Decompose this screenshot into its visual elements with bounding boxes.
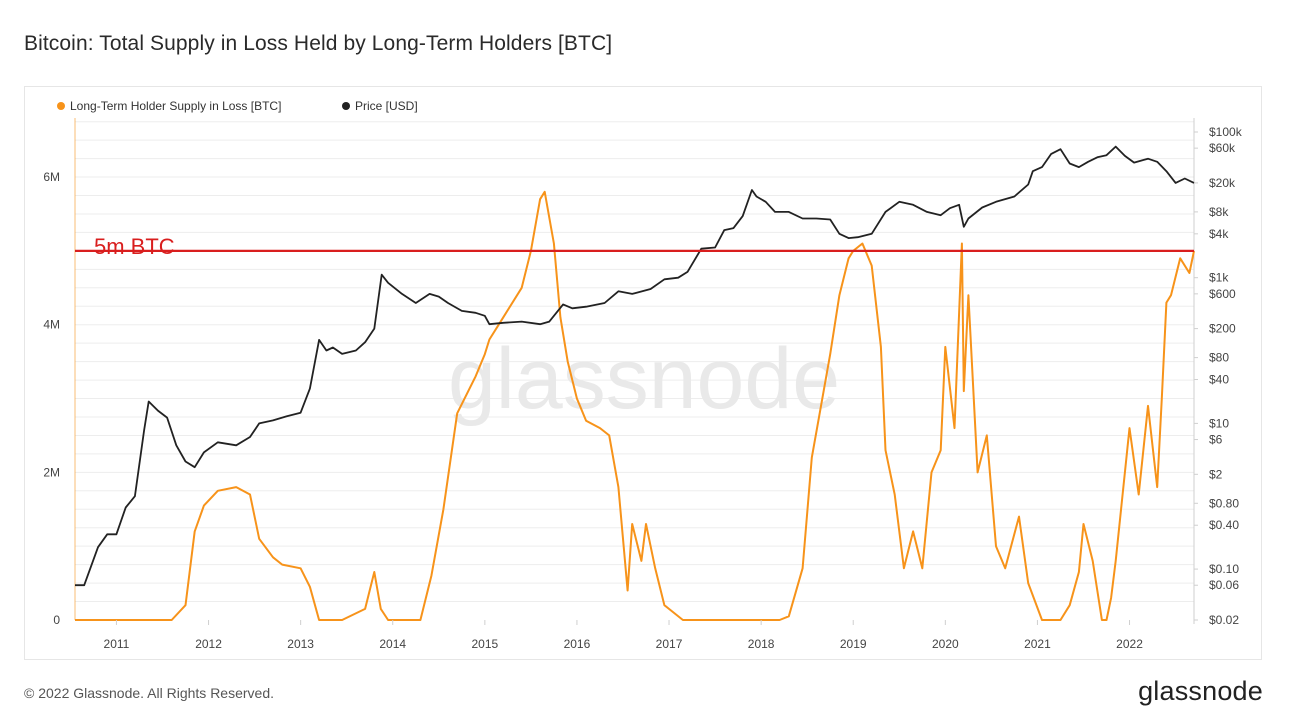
right-tick-label: $80 [1209,351,1229,365]
legend-swatch [57,102,65,110]
left-tick-label: 2M [43,465,60,479]
right-tick-label: $20k [1209,176,1236,190]
right-tick-label: $60k [1209,141,1236,155]
chart-title: Bitcoin: Total Supply in Loss Held by Lo… [24,32,613,55]
legend: Long-Term Holder Supply in Loss [BTC] Pri… [57,99,418,113]
x-tick-label: 2022 [1116,637,1143,651]
x-tick-label: 2018 [748,637,775,651]
legend-swatch [342,102,350,110]
right-tick-label: $0.80 [1209,496,1239,510]
right-tick-label: $0.06 [1209,578,1239,592]
x-tick-label: 2012 [195,637,222,651]
threshold-annotation: 5m BTC [94,234,175,259]
right-tick-label: $200 [1209,322,1236,336]
x-tick-label: 2011 [104,637,130,651]
chart-panel [24,86,1262,660]
legend-label: Long-Term Holder Supply in Loss [BTC] [70,99,281,113]
right-tick-label: $0.40 [1209,518,1239,532]
right-tick-label: $600 [1209,287,1236,301]
x-tick-label: 2020 [932,637,959,651]
right-tick-label: $0.02 [1209,613,1239,627]
left-tick-label: 0 [53,613,60,627]
left-tick-label: 6M [43,170,60,184]
right-tick-label: $0.10 [1209,562,1239,576]
right-tick-label: $8k [1209,205,1229,219]
x-tick-label: 2019 [840,637,867,651]
x-tick-label: 2014 [379,637,406,651]
brand-logo: glassnode [1138,676,1263,706]
plot-area [75,145,1195,621]
watermark: glassnode [448,331,840,427]
left-axis: 0 2M 4M 6M [43,170,60,627]
copyright-footer: © 2022 Glassnode. All Rights Reserved. [24,685,275,701]
x-tick-label: 2015 [471,637,498,651]
right-tick-label: $4k [1209,227,1229,241]
x-axis: 2011 2012 2013 2014 2015 2016 2017 2018 2019 2020… [104,620,1143,651]
right-tick-label: $6 [1209,433,1223,447]
right-tick-label: $100k [1209,125,1243,139]
x-tick-label: 2016 [564,637,591,651]
x-tick-label: 2021 [1024,637,1051,651]
right-axis: $100k $60k $20k $8k $4k $1k $600 $200 $80 $40 $10 $… [1194,125,1243,627]
right-tick-label: $1k [1209,271,1229,285]
left-tick-label: 4M [43,318,60,332]
legend-label: Price [USD] [355,99,418,113]
x-tick-label: 2013 [287,637,314,651]
right-tick-label: $10 [1209,416,1229,430]
price-line [75,145,1195,587]
supply-in-loss-line [75,190,1195,621]
x-tick-label: 2017 [656,637,683,651]
right-tick-label: $40 [1209,373,1229,387]
right-tick-label: $2 [1209,467,1223,481]
